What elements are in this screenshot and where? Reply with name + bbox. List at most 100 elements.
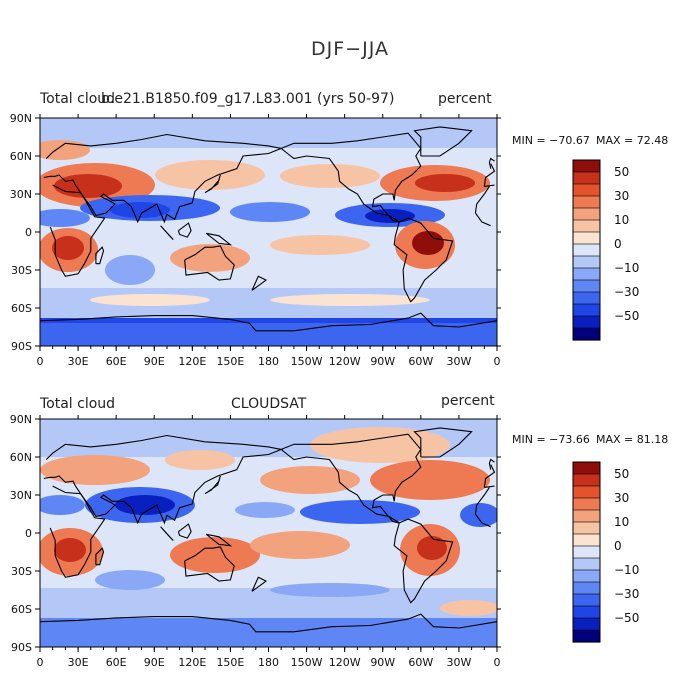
y-tick-label: 0: [25, 226, 32, 239]
panel2-pacific-pos: [260, 466, 360, 494]
panel2-itcz-neg-e: [300, 500, 420, 524]
panel1-atl-neg: [40, 209, 90, 227]
colorbar-swatch: [572, 461, 601, 475]
colorbar-swatch: [572, 593, 601, 607]
panel1-coastlines: [39, 126, 498, 332]
colorbar-swatch: [572, 255, 601, 269]
colorbar-swatch: [572, 557, 601, 571]
coastline-path: [251, 275, 268, 291]
y-tick-label: 30N: [10, 188, 32, 201]
coastline-path: [43, 434, 496, 525]
coastline-path: [95, 246, 105, 265]
x-tick-label: 120W: [329, 656, 361, 669]
colorbar-swatch: [572, 183, 601, 197]
colorbar-label: 50: [614, 165, 629, 179]
colorbar-swatch: [572, 521, 601, 535]
colorbar-swatch: [572, 533, 601, 547]
colorbar-label: −50: [614, 611, 639, 625]
panel2-left-title: Total cloud: [40, 396, 116, 412]
panel1-australia-pos: [170, 244, 250, 272]
colorbar-label: 10: [614, 515, 629, 529]
colorbar-label: 0: [614, 539, 622, 553]
panel2-min-label: MIN = −73.66: [512, 433, 590, 446]
colorbar-label: −30: [614, 285, 639, 299]
coastline-path: [177, 523, 192, 539]
panel1-min-label: MIN = −70.67: [512, 134, 590, 147]
panel2-australia-pos: [170, 537, 260, 573]
panel2-units: percent: [441, 393, 495, 409]
y-tick-label: 90S: [11, 641, 32, 654]
colorbar-label: −50: [614, 309, 639, 323]
colorbar-swatch: [572, 569, 601, 583]
colorbar-swatch: [572, 159, 601, 173]
colorbar-swatch: [572, 327, 601, 341]
colorbar-label: 30: [614, 491, 629, 505]
panel2-atlantic-pos: [370, 460, 490, 500]
coastline-path: [204, 174, 221, 194]
coastline-path: [205, 533, 233, 547]
x-tick-label: 90W: [370, 656, 395, 669]
colorbar-swatch: [572, 243, 601, 257]
colorbar-swatch: [572, 485, 601, 499]
panel1-spacific-pos: [270, 235, 370, 255]
panel2-atl-neg: [40, 495, 85, 515]
coastline-path: [280, 132, 422, 223]
x-tick-label: 30W: [446, 355, 471, 368]
colorbar-label: 0: [614, 237, 622, 251]
panel1-indian-neg: [105, 255, 155, 285]
panel2-antarctic-band: [40, 618, 497, 647]
colorbar-swatch: [572, 291, 601, 305]
panel2-axes: 0 30E 60E 90E 120E 150E 180 150W 120W 90W 60W 30W 09…: [10, 413, 501, 669]
panel1-max-label: MAX = 72.48: [596, 134, 669, 147]
x-tick-label: 60W: [408, 355, 433, 368]
colorbar-label: 10: [614, 213, 629, 227]
x-tick-label: 60W: [408, 656, 433, 669]
x-tick-label: 150W: [291, 656, 323, 669]
panel1-arctic-band: [40, 118, 497, 148]
colorbar-swatch: [572, 629, 601, 643]
coastline-path: [251, 576, 268, 592]
panel1-southern-pos-band2: [90, 294, 210, 306]
panel2-itcz-core-w: [115, 495, 175, 515]
panel1-map: 0 30E 60E 90E 120E 150E 180 150W 120W 90W 60W 30W 09…: [10, 112, 501, 368]
x-tick-label: 90E: [144, 355, 165, 368]
y-tick-label: 60N: [10, 451, 32, 464]
coastline-path: [177, 222, 192, 238]
x-tick-label: 30E: [68, 656, 89, 669]
colorbar-swatch: [572, 497, 601, 511]
panel2-asia-pos: [165, 450, 235, 470]
coastline-path: [488, 458, 495, 470]
x-tick-label: 90E: [144, 656, 165, 669]
colorbar-swatch: [572, 219, 601, 233]
x-tick-label: 180: [258, 656, 279, 669]
x-tick-label: 180: [258, 355, 279, 368]
panel1-units: percent: [438, 91, 492, 107]
coastline-path: [280, 433, 422, 524]
panel2-map: 0 30E 60E 90E 120E 150E 180 150W 120W 90W 60W 30W 09…: [10, 413, 501, 669]
colorbar-frame: [572, 159, 601, 341]
x-tick-label: 0: [494, 656, 501, 669]
x-tick-label: 30W: [446, 656, 471, 669]
colorbar-swatch: [572, 279, 601, 293]
x-tick-label: 150W: [291, 355, 323, 368]
y-tick-label: 30S: [11, 565, 32, 578]
panel1-s-america-core: [412, 231, 444, 255]
x-tick-label: 60E: [106, 656, 127, 669]
y-tick-label: 90S: [11, 340, 32, 353]
panel2-max-label: MAX = 81.18: [596, 433, 669, 446]
coastline-path: [204, 475, 221, 495]
x-tick-label: 90W: [370, 355, 395, 368]
coastline-path: [160, 526, 174, 541]
coastline-path: [205, 232, 233, 246]
panel1-antarctic-band: [40, 320, 497, 346]
colorbar-swatch: [572, 303, 601, 317]
y-tick-label: 30S: [11, 264, 32, 277]
panel1-axes: 0 30E 60E 90E 120E 150E 180 150W 120W 90W 60W 30W 09…: [10, 112, 501, 368]
panel2-southern-band: [40, 588, 497, 618]
panel2-southern-pos: [440, 600, 497, 616]
panel1-atlantic-pos-core: [415, 174, 475, 192]
x-tick-label: 120W: [329, 355, 361, 368]
coastline-path: [43, 133, 496, 224]
x-tick-label: 150E: [216, 355, 244, 368]
panel2-arctic-pos: [310, 427, 450, 463]
